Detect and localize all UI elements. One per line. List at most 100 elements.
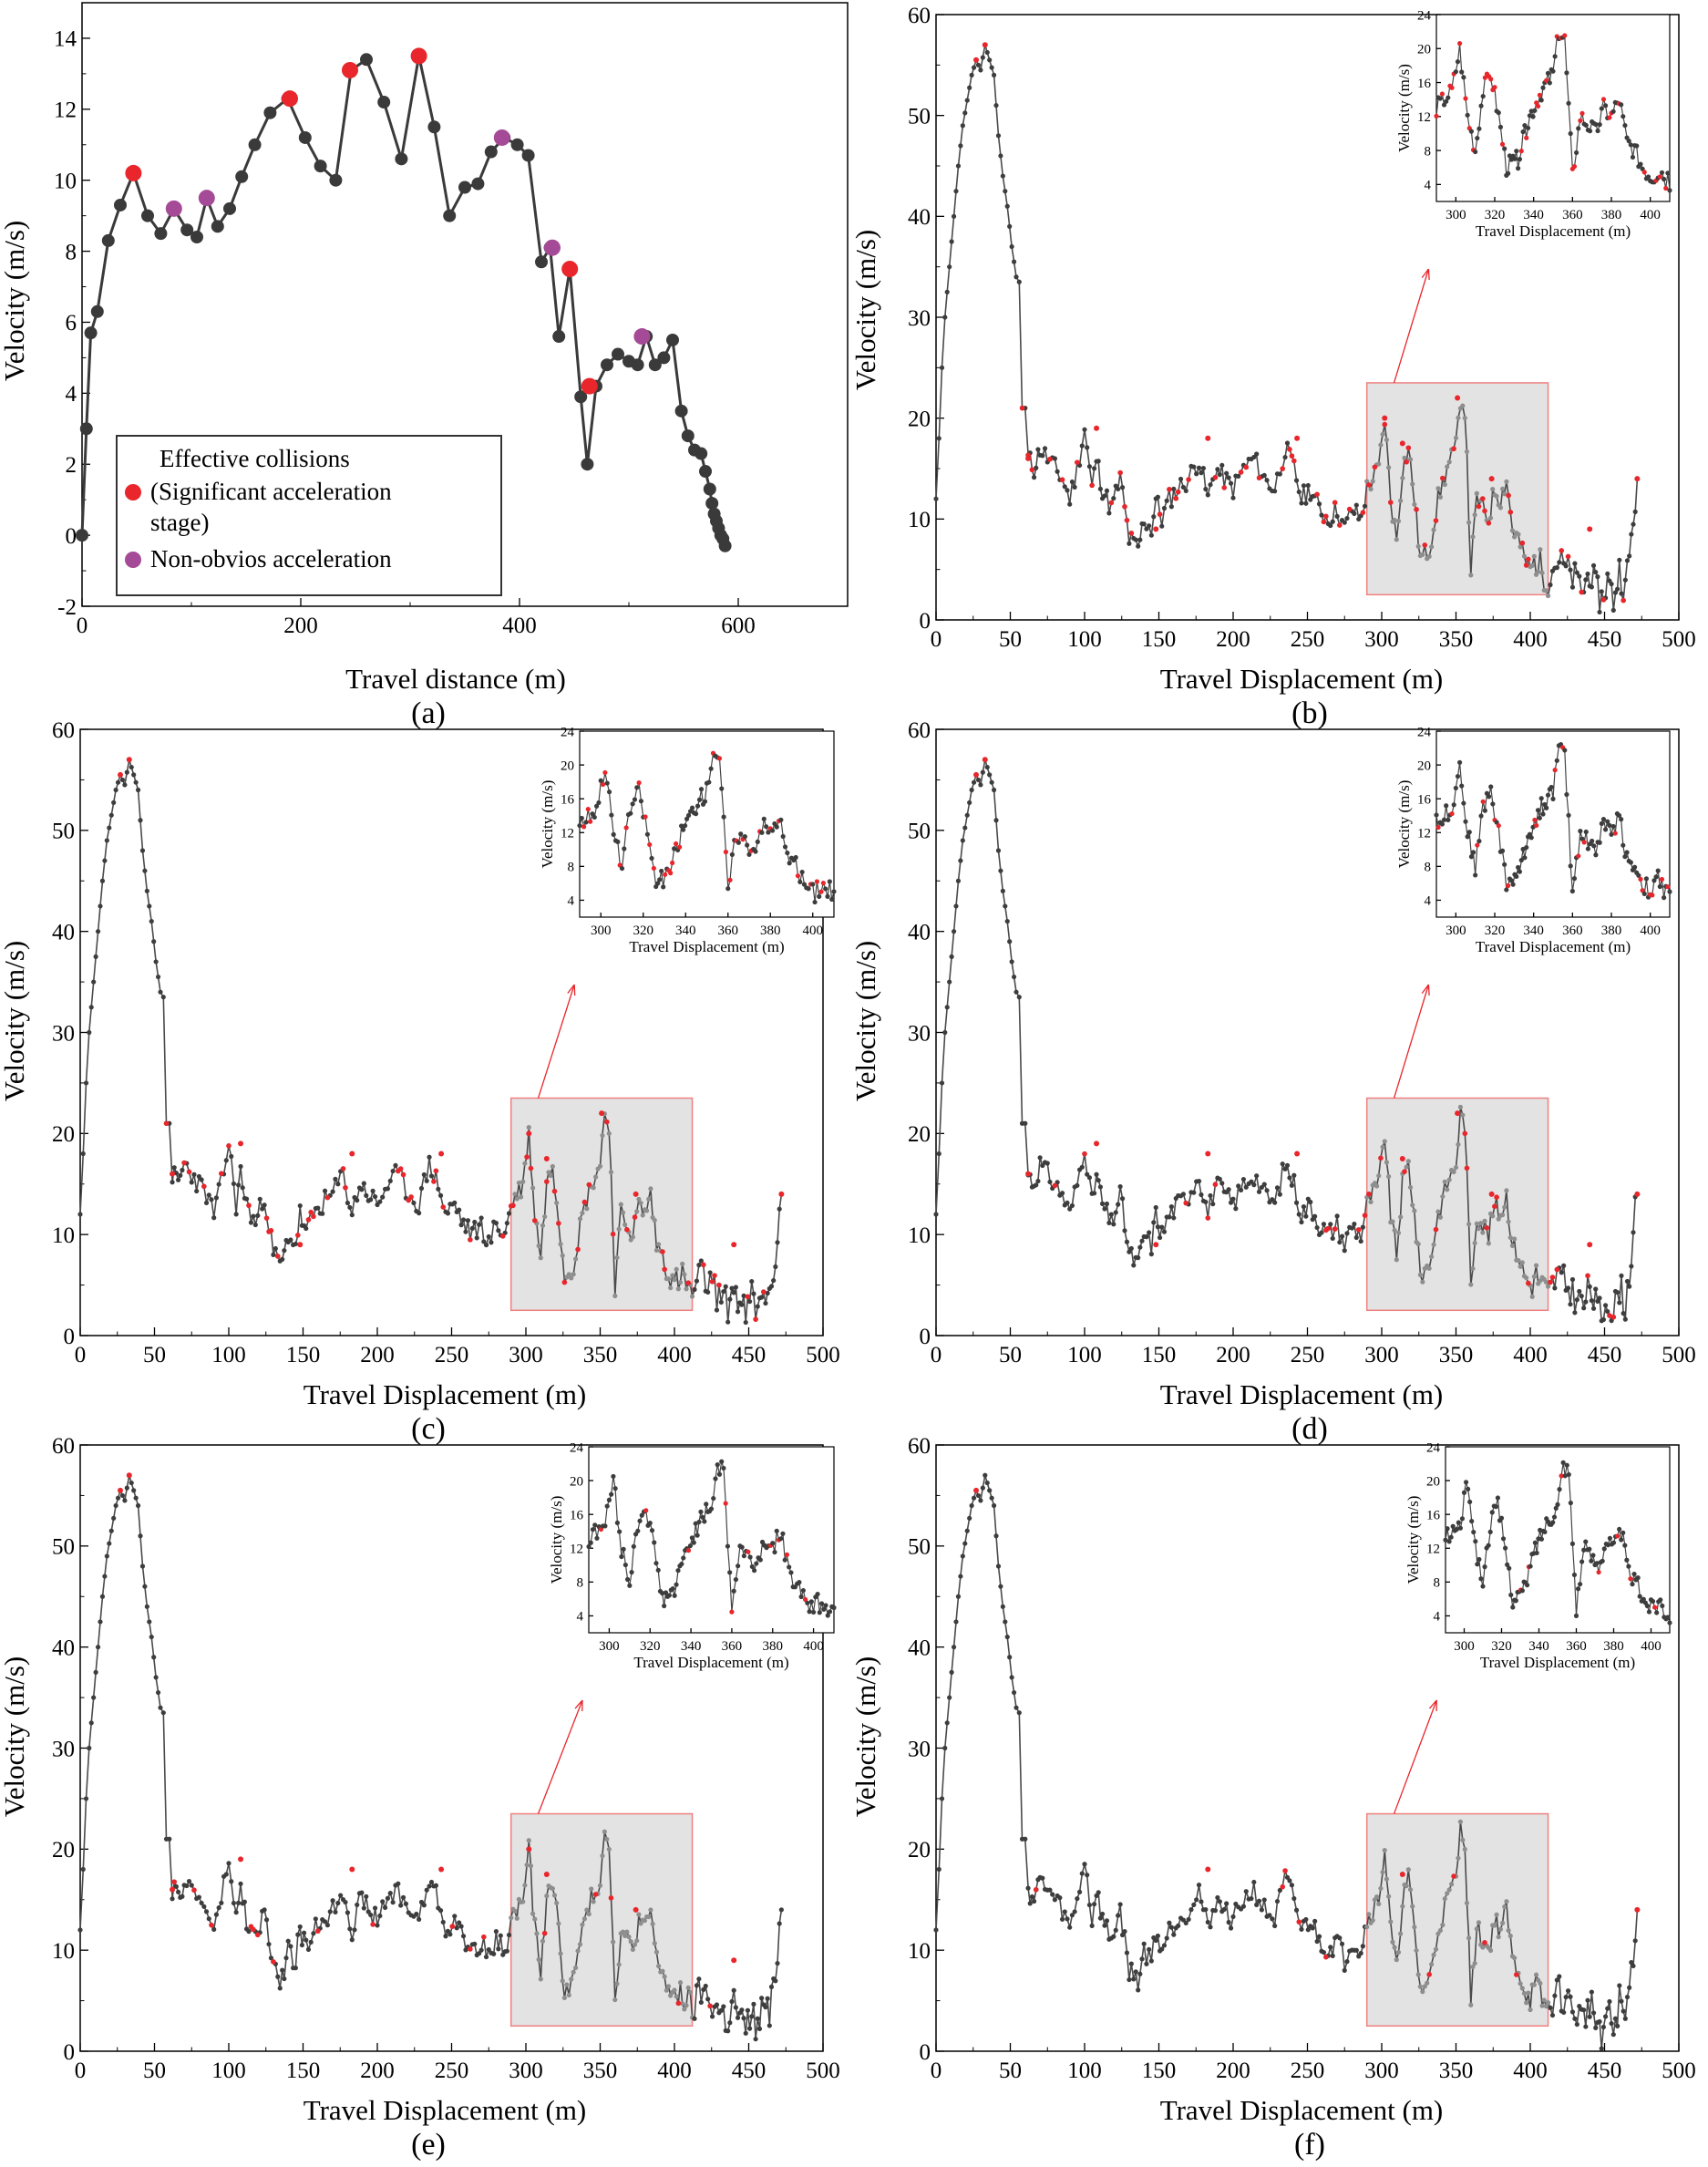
panel-c-inset-point	[727, 877, 733, 882]
panel-d-peak-point	[1378, 1155, 1384, 1161]
panel-c-peak-point	[181, 1160, 187, 1166]
panel-f-point	[1116, 1913, 1121, 1918]
panel-d-point	[1435, 1209, 1441, 1214]
panel-e-inset-point	[635, 1528, 641, 1533]
panel-f-point	[1261, 1897, 1267, 1903]
panel-c-point	[514, 1196, 520, 1202]
panel-b-peak-point	[1238, 470, 1244, 475]
panel-f-inset-point	[1660, 1603, 1665, 1609]
panel-f-point	[1404, 1883, 1409, 1889]
panel-b-point	[1487, 515, 1494, 521]
panel-c-inset-point	[657, 877, 663, 882]
panel-b-peak-point	[1280, 466, 1285, 471]
panel-d-inset-point	[1538, 796, 1544, 801]
panel-d-point	[1621, 1311, 1626, 1316]
panel-d-point	[1358, 1238, 1363, 1244]
panel-d-point	[1605, 1308, 1610, 1315]
panel-c-point	[707, 1270, 713, 1275]
panel-c-inset-point	[787, 861, 792, 866]
panel-c-inset-point	[721, 814, 726, 820]
panel-f-point	[1203, 1906, 1209, 1913]
panel-e-inset-point	[788, 1570, 794, 1575]
panel-a-ytick-label: 12	[54, 98, 77, 123]
panel-f-inset-point	[1589, 1558, 1594, 1563]
panel-d-inset-point	[1446, 817, 1451, 823]
panel-c-inset-point	[644, 831, 651, 837]
panel-d-point	[1382, 1139, 1387, 1144]
panel-d-point	[960, 838, 965, 843]
panel-d-inset-point	[1488, 784, 1494, 789]
panel-d-point	[1007, 939, 1013, 944]
panel-e-peak-point	[541, 1930, 548, 1936]
panel-e-point	[684, 2003, 689, 2008]
panel-e-point	[155, 1689, 161, 1696]
panel-b-peak-point	[1486, 521, 1492, 526]
panel-e-point	[398, 1903, 404, 1908]
panel-d-point	[1264, 1188, 1270, 1193]
panel-b-inset-point	[1566, 100, 1571, 106]
panel-b-inset-point	[1492, 85, 1497, 90]
panel-b-inset-point	[1600, 97, 1607, 102]
panel-d-inset-xtick-label: 360	[1562, 924, 1583, 938]
panel-c-point	[255, 1212, 261, 1218]
panel-d-inset-point	[1434, 812, 1439, 818]
panel-f-inset-point	[1551, 1514, 1558, 1520]
panel-e-point	[400, 1894, 406, 1900]
panel-d-point	[1238, 1187, 1244, 1192]
panel-e-inset-point	[698, 1509, 704, 1514]
panel-a-point	[141, 209, 154, 222]
panel-e-inset-point	[588, 1540, 593, 1545]
panel-c-inset-point	[655, 881, 661, 886]
panel-c-point	[248, 1220, 254, 1225]
panel-c-inset-point	[583, 820, 589, 825]
panel-b-inset-xtick-label: 340	[1523, 208, 1544, 222]
panel-f-point	[1027, 1901, 1033, 1906]
panel-c-xtick-label: 300	[509, 1343, 543, 1367]
panel-e-point	[682, 2007, 687, 2012]
panel-c-point	[238, 1163, 243, 1170]
panel-d-point	[947, 979, 952, 985]
panel-f-point	[978, 1498, 983, 1503]
panel-e-point	[558, 1951, 563, 1956]
panel-d-point	[1339, 1233, 1345, 1239]
panel-b-inset-point	[1607, 115, 1612, 120]
panel-b-inset-point	[1478, 103, 1484, 108]
panel-c-inset-point	[672, 846, 677, 851]
panel-a-point	[443, 209, 457, 222]
panel-d-inset-point	[1568, 863, 1573, 869]
panel-e-point	[581, 1916, 587, 1922]
panel-a-xtick-label: 600	[721, 614, 756, 638]
panel-e-inset-point	[685, 1548, 692, 1553]
panel-e-inset-xtick-label: 400	[803, 1639, 824, 1654]
panel-b-point	[1200, 465, 1206, 471]
panel-b-peak-point	[1404, 459, 1409, 465]
panel-b-peak-point	[1122, 503, 1127, 510]
panel-b-point	[949, 239, 954, 244]
panel-a-point	[631, 358, 644, 372]
panel-b-peak-point	[1414, 507, 1419, 512]
panel-d-point	[1102, 1206, 1107, 1212]
panel-c-peak-point	[340, 1166, 346, 1171]
panel-f-inset-point	[1667, 1620, 1672, 1625]
panel-f-point	[1609, 2020, 1614, 2027]
panel-b-point	[1040, 453, 1045, 459]
panel-f-point	[1506, 1927, 1511, 1934]
panel-d-inset-point	[1465, 834, 1470, 840]
panel-e-point	[301, 1930, 307, 1935]
panel-b-point	[1264, 478, 1270, 483]
panel-a-ytick-label: 2	[66, 453, 77, 478]
panel-d-inset-point	[1457, 759, 1463, 765]
panel-d-point	[1499, 1212, 1506, 1218]
panel-b-point	[1168, 504, 1174, 510]
panel-c-inset-point	[680, 827, 686, 832]
panel-e-point	[308, 1939, 314, 1945]
panel-e-point	[540, 1938, 546, 1944]
panel-e-inset-point	[780, 1531, 786, 1536]
panel-b-peak-point	[1212, 474, 1219, 480]
panel-d-point	[1106, 1220, 1112, 1225]
panel-a-point	[79, 422, 93, 436]
panel-b-point	[1612, 590, 1619, 595]
panel-b-point	[1067, 501, 1073, 507]
panel-f-point	[1360, 1944, 1365, 1949]
panel-b-point	[1572, 561, 1578, 566]
